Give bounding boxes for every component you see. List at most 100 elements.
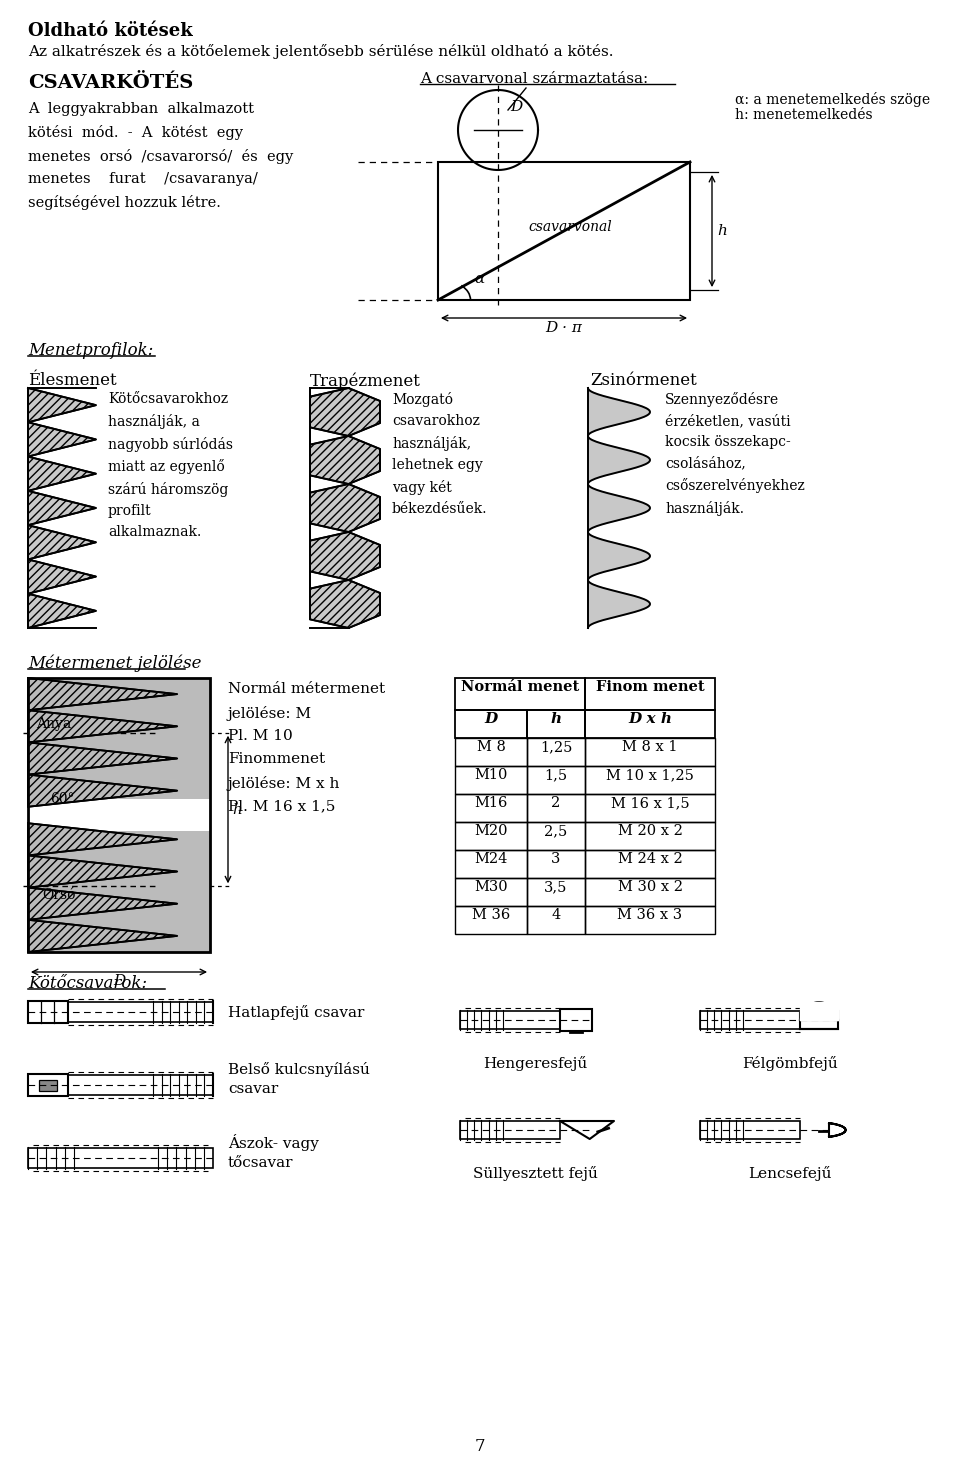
- Text: Az alkatrészek és a kötőelemek jelentősebb sérülése nélkül oldható a kötés.: Az alkatrészek és a kötőelemek jelentőse…: [28, 44, 613, 58]
- Text: M10: M10: [474, 768, 508, 782]
- Text: Belső kulcsnyílású
csavar: Belső kulcsnyílású csavar: [228, 1062, 370, 1096]
- Bar: [68, 1075, 213, 1096]
- Bar: [527, 849, 585, 879]
- Text: Kötőcsavarok:: Kötőcsavarok:: [28, 975, 147, 992]
- Text: Zsinórmenet: Zsinórmenet: [590, 372, 697, 389]
- Text: M 30 x 2: M 30 x 2: [617, 880, 683, 895]
- Text: α: a menetemelkedés szöge: α: a menetemelkedés szöge: [735, 92, 930, 106]
- Text: M16: M16: [474, 796, 508, 810]
- Bar: [585, 794, 715, 822]
- Bar: [527, 906, 585, 934]
- Text: A  leggyakrabban  alkalmazott
kötési  mód.  -  A  kötést  egy
menetes  orsó  /cs: A leggyakrabban alkalmazott kötési mód. …: [28, 102, 293, 210]
- Bar: [460, 1011, 560, 1029]
- Bar: [455, 766, 527, 794]
- Text: D: D: [113, 973, 125, 988]
- Bar: [28, 1074, 68, 1096]
- Text: M30: M30: [474, 880, 508, 895]
- Polygon shape: [560, 1120, 614, 1139]
- Text: h: menetemelkedés: h: menetemelkedés: [735, 108, 873, 122]
- Bar: [455, 849, 527, 879]
- Bar: [455, 678, 585, 710]
- Text: Anya: Anya: [36, 717, 71, 731]
- Polygon shape: [28, 678, 178, 807]
- Text: D: D: [510, 101, 522, 114]
- Bar: [527, 822, 585, 849]
- Text: 2,5: 2,5: [544, 825, 567, 838]
- Text: Finom menet: Finom menet: [596, 680, 705, 694]
- Bar: [28, 678, 210, 951]
- Text: α: α: [474, 272, 484, 286]
- Polygon shape: [28, 388, 96, 628]
- Bar: [68, 1002, 213, 1021]
- Text: M 36 x 3: M 36 x 3: [617, 908, 683, 922]
- Bar: [455, 739, 527, 766]
- Bar: [800, 1011, 838, 1029]
- Bar: [585, 822, 715, 849]
- Bar: [585, 739, 715, 766]
- Bar: [38, 1080, 57, 1090]
- Text: M 16 x 1,5: M 16 x 1,5: [611, 796, 689, 810]
- Text: D: D: [485, 712, 497, 726]
- Bar: [585, 678, 715, 710]
- Text: 4: 4: [551, 908, 561, 922]
- Bar: [28, 1001, 68, 1023]
- Text: M 24 x 2: M 24 x 2: [617, 852, 683, 865]
- Text: Mozgató
csavarokhoz
használják,
lehetnek egy
vagy két
békezdésűek.: Mozgató csavarokhoz használják, lehetnek…: [392, 392, 488, 516]
- Text: 1,25: 1,25: [540, 740, 572, 755]
- Text: 60°: 60°: [50, 791, 75, 806]
- Bar: [527, 710, 585, 739]
- Polygon shape: [829, 1123, 846, 1136]
- Text: M 36: M 36: [472, 908, 510, 922]
- Text: Hengeresfejű: Hengeresfejű: [483, 1056, 588, 1071]
- Bar: [28, 1148, 213, 1169]
- Text: Oldható kötések: Oldható kötések: [28, 22, 193, 39]
- Text: h: h: [717, 224, 727, 237]
- Text: Élesmenet: Élesmenet: [28, 372, 116, 389]
- Bar: [527, 879, 585, 906]
- Text: Süllyesztett fejű: Süllyesztett fejű: [472, 1166, 597, 1182]
- Bar: [460, 1120, 560, 1139]
- Bar: [585, 710, 715, 739]
- Text: M24: M24: [474, 852, 508, 865]
- Bar: [585, 879, 715, 906]
- Bar: [455, 879, 527, 906]
- Text: Trapézmenet: Trapézmenet: [310, 372, 420, 389]
- Bar: [700, 1120, 800, 1139]
- Text: A csavarvonal származtatása:: A csavarvonal származtatása:: [420, 71, 648, 86]
- Bar: [455, 906, 527, 934]
- Text: 3,5: 3,5: [544, 880, 567, 895]
- Text: Kötőcsavarokhoz
használják, a
nagyobb súrlódás
miatt az egyenlő
szárú háromszög
: Kötőcsavarokhoz használják, a nagyobb sú…: [108, 392, 233, 539]
- Bar: [527, 794, 585, 822]
- Bar: [700, 1011, 800, 1029]
- Text: CSAVARKÖTÉS: CSAVARKÖTÉS: [28, 74, 193, 92]
- Text: D x h: D x h: [628, 712, 672, 726]
- Text: 3: 3: [551, 852, 561, 865]
- Text: 7: 7: [474, 1438, 486, 1456]
- Text: Normál métermenet
jelölése: M
Pl. M 10
Finommenet
jelölése: M x h
Pl. M 16 x 1,5: Normál métermenet jelölése: M Pl. M 10 F…: [228, 682, 385, 813]
- Text: Normál menet: Normál menet: [461, 680, 579, 694]
- Text: Menetprofilok:: Menetprofilok:: [28, 342, 154, 358]
- Text: Lencsefejű: Lencsefejű: [748, 1166, 831, 1182]
- Polygon shape: [310, 388, 380, 628]
- Text: h: h: [550, 712, 562, 726]
- Bar: [527, 766, 585, 794]
- Bar: [585, 849, 715, 879]
- Text: Szennyeződésre
érzéketlen, vasúti
kocsik összekapc-
csolásához,
csőszerelvényekh: Szennyeződésre érzéketlen, vasúti kocsik…: [665, 392, 804, 516]
- Bar: [585, 906, 715, 934]
- Bar: [28, 832, 210, 951]
- Text: Métermenet jelölése: Métermenet jelölése: [28, 656, 202, 673]
- Text: M 8: M 8: [476, 740, 505, 755]
- Bar: [455, 710, 527, 739]
- Text: h: h: [232, 803, 242, 816]
- Polygon shape: [588, 388, 650, 628]
- Text: M 10 x 1,25: M 10 x 1,25: [606, 768, 694, 782]
- Polygon shape: [28, 388, 96, 628]
- Bar: [28, 678, 210, 798]
- Text: Félgömbfejű: Félgömbfejű: [742, 1056, 838, 1071]
- Bar: [438, 162, 690, 300]
- Text: Ászok- vagy
tőcsavar: Ászok- vagy tőcsavar: [228, 1134, 319, 1170]
- Text: M 20 x 2: M 20 x 2: [617, 825, 683, 838]
- Bar: [560, 1010, 592, 1032]
- Text: csavarvonal: csavarvonal: [528, 220, 612, 235]
- Text: M 8 x 1: M 8 x 1: [622, 740, 678, 755]
